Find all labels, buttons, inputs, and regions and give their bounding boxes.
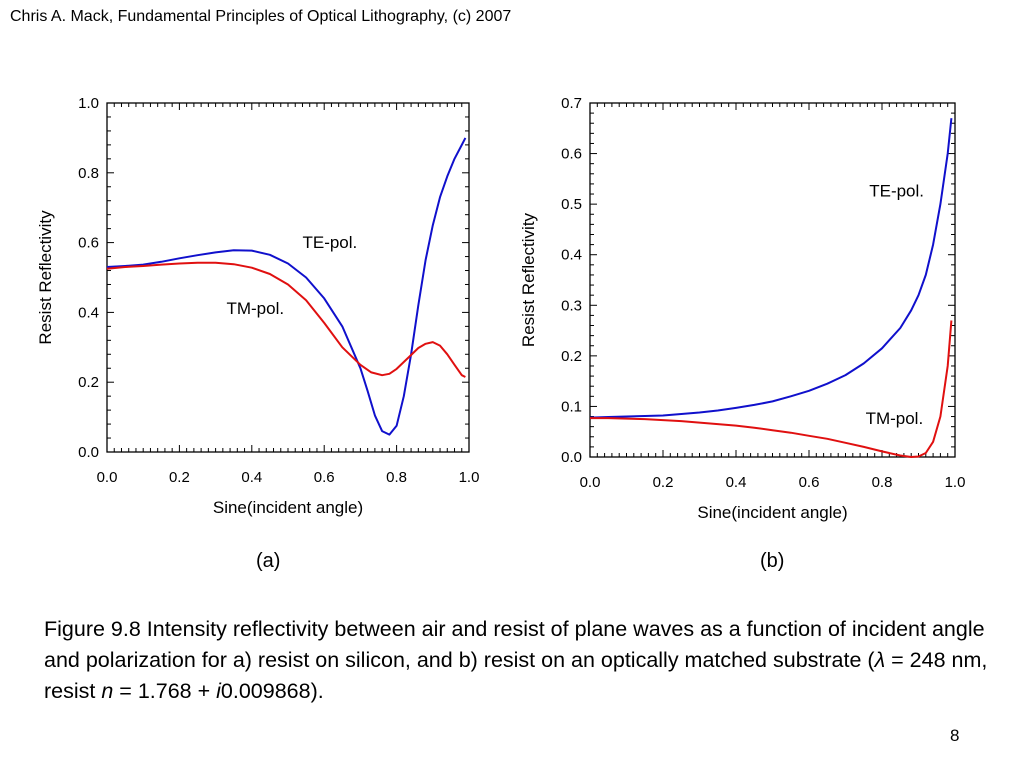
caption-text-2: = 248 nm, resist [44, 648, 988, 703]
x-tick-label-a: 0.6 [314, 469, 335, 486]
panel-label-a: (a) [256, 550, 281, 572]
y-tick-label-a: 0.2 [78, 374, 99, 391]
panel-label-b: (b) [760, 550, 785, 572]
figure-caption: Figure 9.8 Intensity reflectivity betwee… [44, 614, 994, 707]
y-tick-label-a: 0.4 [78, 304, 99, 321]
annotation-te-pol-a: TE-pol. [302, 233, 357, 252]
caption-i: i [216, 679, 221, 703]
x-tick-label-a: 1.0 [459, 469, 480, 486]
x-tick-label-b: 0.8 [872, 474, 893, 491]
caption-text-3: = 1.768 + [113, 679, 217, 703]
annotation-tm-pol-b: TM-pol. [866, 409, 924, 428]
caption-n: n [101, 679, 114, 703]
series-line-te-pol-a [106, 137, 467, 436]
x-tick-label-a: 0.2 [169, 469, 190, 486]
x-tick-label-b: 0.4 [726, 474, 747, 491]
y-tick-label-b: 0.3 [561, 297, 582, 314]
y-tick-label-b: 0.5 [561, 196, 582, 213]
page-number: 8 [950, 726, 960, 745]
y-tick-label-a: 1.0 [78, 95, 99, 112]
x-tick-label-b: 0.0 [580, 474, 601, 491]
series-line-tm-pol-a [106, 261, 466, 378]
y-tick-label-b: 0.0 [561, 449, 582, 466]
header-title: Chris A. Mack, Fundamental Principles of… [10, 8, 512, 25]
x-tick-label-a: 0.0 [97, 469, 118, 486]
y-tick-label-b: 0.2 [561, 348, 582, 365]
annotation-te-pol-b: TE-pol. [869, 182, 924, 201]
y-axis-label-a: Resist Reflectivity [36, 210, 55, 345]
caption-text-1: Figure 9.8 Intensity reflectivity betwee… [44, 617, 985, 672]
x-axis-label-a: Sine(incident angle) [213, 498, 363, 517]
x-tick-label-b: 0.6 [799, 474, 820, 491]
y-tick-label-b: 0.4 [561, 247, 582, 264]
y-tick-label-a: 0.8 [78, 165, 99, 182]
y-tick-label-b: 0.1 [561, 398, 582, 415]
y-tick-label-a: 0.6 [78, 235, 99, 252]
series-line-tm-pol-b [590, 320, 953, 458]
x-tick-label-b: 0.2 [653, 474, 674, 491]
caption-lambda: λ [874, 648, 886, 672]
y-axis-label-b: Resist Reflectivity [519, 212, 538, 347]
y-tick-label-a: 0.0 [78, 444, 99, 461]
x-tick-label-a: 0.4 [241, 469, 262, 486]
x-tick-label-a: 0.8 [386, 469, 407, 486]
annotation-tm-pol-a: TM-pol. [226, 299, 284, 318]
series-line-te-pol-b [589, 118, 953, 419]
caption-text-4: 0.009868). [220, 679, 324, 703]
x-axis-label-b: Sine(incident angle) [697, 503, 847, 522]
plot-frame-a [106, 102, 470, 453]
y-tick-label-b: 0.7 [561, 95, 582, 112]
x-tick-label-b: 1.0 [945, 474, 966, 491]
y-tick-label-b: 0.6 [561, 146, 582, 163]
plot-frame-b [589, 102, 956, 458]
